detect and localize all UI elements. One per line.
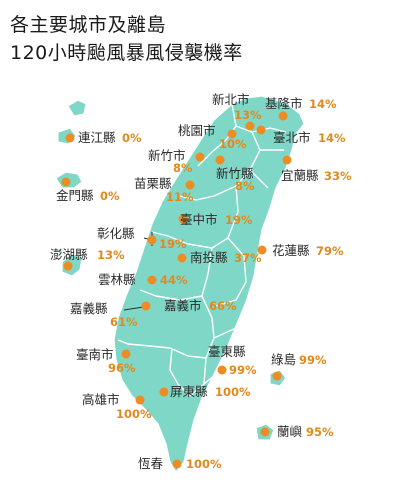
chiayi-marker (141, 301, 151, 311)
greenisland-pct: 99% (299, 353, 327, 367)
changhua-pct: 19% (159, 237, 187, 251)
nantou-marker (177, 253, 187, 263)
hsinchu-pct: 8% (235, 179, 255, 193)
taiwan-main-island (113, 95, 305, 473)
hengchun-name: 恆春 (138, 456, 164, 471)
keelung-marker (278, 111, 288, 121)
chiayi-pct: 61% (110, 315, 138, 329)
yilan-pct: 33% (324, 169, 352, 183)
kaohsiung-marker (135, 395, 145, 405)
taipei-marker (256, 125, 266, 135)
kinmen-name: 金門縣 (56, 188, 94, 203)
tainan-name: 臺南市 (76, 347, 114, 362)
hengchun-pct: 100% (186, 457, 222, 471)
pingtung-pct: 100% (215, 385, 251, 399)
kaohsiung-name: 高雄市 (82, 392, 120, 407)
taoyuan-pct: 10% (219, 137, 247, 151)
hengchun-marker (172, 459, 182, 469)
taoyuan-marker (227, 129, 237, 139)
kinmen-pct: 0% (100, 189, 120, 203)
taichung-pct: 19% (225, 213, 253, 227)
hualien-marker (257, 245, 267, 255)
hualien-pct: 79% (316, 244, 344, 258)
map-title: 各主要城市及離島 (10, 14, 167, 36)
kinmen-marker (61, 177, 71, 187)
miaoli-pct: 11% (166, 190, 194, 204)
lienchiang-marker (65, 133, 75, 143)
penghu-marker (63, 261, 73, 271)
yunlin-marker (147, 275, 157, 285)
yunlin-pct: 44% (160, 273, 188, 287)
pingtung-marker (159, 387, 169, 397)
hsinchucity-name: 新竹市 (148, 148, 186, 163)
taitung-marker (217, 365, 227, 375)
yilan-name: 宜蘭縣 (281, 168, 319, 183)
nantou-pct: 37% (234, 251, 262, 265)
newtaipei-pct: 13% (234, 108, 262, 122)
chiayi-name: 嘉義縣 (70, 301, 108, 316)
newtaipei-marker (245, 121, 255, 131)
miaoli-name: 苗栗縣 (134, 176, 172, 191)
orchid-pct: 95% (306, 425, 334, 439)
nantou-name: 南投縣 (190, 250, 228, 265)
taipei-pct: 14% (318, 131, 346, 145)
hsinchucity-marker (195, 152, 205, 162)
changhua-name: 彰化縣 (97, 226, 135, 241)
hualien-name: 花蓮縣 (272, 243, 310, 258)
chiayicity-name: 嘉義市 (164, 298, 202, 313)
hsinchu-name: 新竹縣 (216, 166, 254, 181)
taichung-marker (178, 214, 188, 224)
tainan-marker (121, 349, 131, 359)
taipei-name: 臺北市 (273, 130, 311, 145)
taoyuan-name: 桃園市 (178, 123, 216, 138)
lienchiang-name: 連江縣 (78, 130, 116, 145)
orchid-marker (260, 427, 270, 437)
taitung-pct: 99% (229, 363, 257, 377)
changhua-marker (147, 235, 157, 245)
taitung-name: 臺東縣 (208, 344, 246, 359)
tainan-pct: 96% (108, 361, 136, 375)
chiayicity-pct: 66% (209, 299, 237, 313)
orchid-name: 蘭嶼 (277, 424, 303, 439)
taichung-name: 臺中市 (180, 212, 218, 227)
keelung-pct: 14% (309, 97, 337, 111)
map-subtitle: 120小時颱風暴風侵襲機率 (10, 42, 243, 64)
hsinchucity-pct: 8% (173, 161, 193, 175)
greenisland-name: 綠島 (271, 352, 296, 367)
greenisland-marker (272, 371, 282, 381)
yilan-marker (282, 155, 292, 165)
hsinchu-marker (215, 155, 225, 165)
penghu-name: 澎湖縣 (50, 247, 88, 262)
keelung-name: 基隆市 (265, 96, 303, 111)
miaoli-marker (185, 180, 195, 190)
pingtung-name: 屏東縣 (170, 384, 208, 399)
kaohsiung-pct: 100% (116, 407, 152, 421)
penghu-pct: 13% (97, 248, 125, 262)
lienchiang-pct: 0% (122, 131, 142, 145)
yunlin-name: 雲林縣 (98, 272, 136, 287)
newtaipei-name: 新北市 (212, 92, 250, 107)
